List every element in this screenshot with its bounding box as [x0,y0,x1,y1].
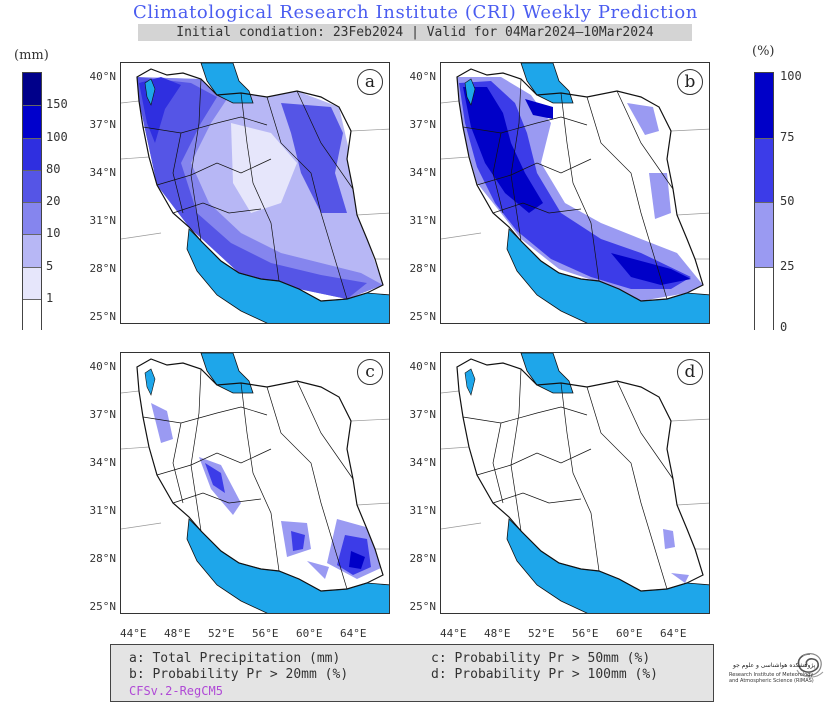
colorbar-swatch [23,234,41,267]
colorbar-tick-label: 100 [780,69,802,83]
longitude-label: 56°E [252,627,279,640]
latitude-label: 40°N [89,360,117,373]
swirl-logo-icon [796,653,824,678]
right-colorbar-unit: (%) [752,44,775,59]
longitude-label: 52°E [528,627,555,640]
page-title: Climatological Research Institute (CRI) … [133,2,698,23]
longitude-label: 60°E [616,627,643,640]
latitude-label: 37°N [409,118,437,131]
logo-name-en-1: Research Institute of Meteorology [729,672,814,678]
latitude-label: 40°N [409,360,437,373]
colorbar-tick-label: 80 [46,161,61,176]
colorbar-tick-label: 75 [780,129,795,144]
latitude-label: 25°N [89,600,117,613]
colorbar-tick-label: 0 [780,320,788,334]
colorbar-swatch [23,137,41,170]
legend-box: a: Total Precipitation (mm) b: Probabili… [110,644,714,702]
colorbar-swatch [23,298,41,331]
longitude-label: 44°E [120,627,147,640]
colorbar-tick-label: 25 [780,258,795,273]
colorbar-tick-label: 150 [46,97,68,112]
probability-50mm-map [121,353,389,613]
colorbar-swatch [23,202,41,235]
latitude-label: 34°N [89,456,117,469]
colorbar-tick-label: 1 [46,290,54,305]
colorbar-swatch [755,266,773,331]
legend-item-b: b: Probability Pr > 20mm (%) [129,667,349,682]
logo-name-fa: پژوهشکده هواشناسی و علوم جو [733,662,816,669]
latitude-label: 40°N [89,70,117,83]
map-panel-c: c [120,352,390,614]
map-panel-a: a [120,62,390,324]
panel-label-a: a [357,69,383,95]
latitude-label: 31°N [409,504,437,517]
left-colorbar [22,72,42,331]
colorbar-swatch [23,73,41,106]
legend-item-c: c: Probability Pr > 50mm (%) [431,651,651,666]
longitude-label: 52°E [208,627,235,640]
longitude-label: 64°E [340,627,367,640]
map-panel-d: d [440,352,710,614]
right-colorbar [754,72,774,331]
latitude-label: 28°N [89,552,117,565]
map-panel-b: b [440,62,710,324]
logo-name-en-2: and Atmospheric Science (RIMAS) [729,678,814,684]
colorbar-swatch [755,73,773,138]
colorbar-tick-label: 10 [46,226,61,241]
latitude-label: 25°N [89,310,117,323]
latitude-label: 40°N [409,70,437,83]
longitude-label: 60°E [296,627,323,640]
legend-item-a: a: Total Precipitation (mm) [129,651,341,666]
institute-logo: پژوهشکده هواشناسی و علوم جو Research Ins… [729,650,829,692]
longitude-label: 64°E [660,627,687,640]
latitude-label: 37°N [89,118,117,131]
latitude-label: 34°N [409,166,437,179]
latitude-label: 34°N [409,456,437,469]
panel-label-b: b [677,69,703,95]
longitude-label: 48°E [164,627,191,640]
latitude-label: 28°N [89,262,117,275]
latitude-label: 34°N [89,166,117,179]
panel-label-c: c [357,359,383,385]
colorbar-swatch [23,105,41,138]
latitude-label: 37°N [89,408,117,421]
latitude-label: 28°N [409,552,437,565]
longitude-label: 44°E [440,627,467,640]
latitude-label: 31°N [89,504,117,517]
colorbar-tick-label: 100 [46,129,68,144]
colorbar-swatch [755,137,773,202]
longitude-label: 48°E [484,627,511,640]
left-colorbar-unit: (mm) [14,48,49,63]
latitude-label: 25°N [409,600,437,613]
probability-100mm-map [441,353,709,613]
latitude-label: 31°N [409,214,437,227]
latitude-label: 25°N [409,310,437,323]
colorbar-swatch [755,202,773,267]
colorbar-tick-label: 50 [780,194,795,208]
latitude-label: 28°N [409,262,437,275]
longitude-label: 56°E [572,627,599,640]
latitude-label: 31°N [89,214,117,227]
colorbar-tick-label: 5 [46,258,54,273]
panel-label-d: d [677,359,703,385]
precipitation-map [121,63,389,323]
page-subtitle: Initial condiation: 23Feb2024 | Valid fo… [138,24,692,41]
colorbar-swatch [23,266,41,299]
latitude-label: 37°N [409,408,437,421]
legend-item-d: d: Probability Pr > 100mm (%) [431,667,658,682]
colorbar-swatch [23,169,41,202]
colorbar-tick-label: 20 [46,194,61,208]
probability-20mm-map [441,63,709,323]
model-source-label: CFSv.2-RegCM5 [129,684,223,698]
